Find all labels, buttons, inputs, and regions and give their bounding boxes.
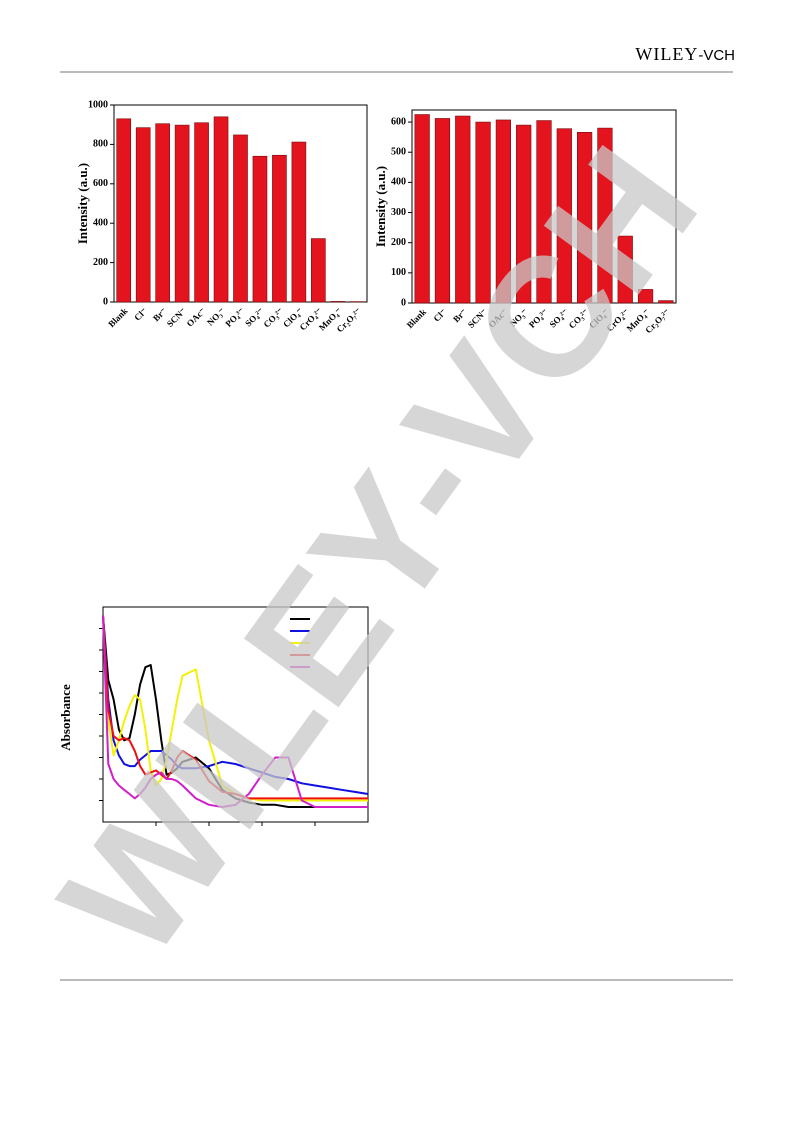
x-tick-label: SCN⁻	[165, 306, 188, 329]
y-axis-label: Intensity (a.u.)	[75, 163, 90, 244]
bar	[174, 124, 190, 303]
series-line	[102, 615, 369, 795]
bar	[252, 155, 268, 303]
y-tick-label: 400	[93, 217, 108, 228]
header-logo: WILEY-VCH	[635, 44, 735, 64]
x-tick-label: NO₃⁻	[205, 306, 227, 328]
y-tick-label: 1000	[88, 99, 108, 110]
y-tick-label: 200	[93, 257, 108, 268]
x-tick-label: CO₃²⁻	[261, 306, 285, 330]
series-line	[102, 615, 368, 808]
series-line	[102, 615, 368, 800]
bar	[291, 141, 307, 303]
bar	[330, 301, 346, 303]
bar	[116, 118, 132, 303]
y-tick-label: 0	[103, 296, 108, 307]
bar	[414, 114, 430, 304]
y-tick-label: 600	[391, 116, 406, 127]
y-tick-label: 500	[391, 147, 406, 158]
bar	[658, 300, 674, 304]
y-tick-label: 100	[391, 267, 406, 278]
bar	[597, 127, 613, 304]
bar	[455, 115, 471, 304]
bar	[556, 128, 572, 304]
y-tick-label: 200	[391, 237, 406, 248]
bar	[434, 118, 451, 304]
series-line	[102, 615, 368, 808]
bar	[536, 120, 552, 304]
bar	[495, 119, 511, 304]
bar	[311, 238, 326, 303]
y-tick-label: 400	[391, 177, 406, 188]
bar	[475, 121, 491, 304]
x-tick-label: SO₄²⁻	[243, 306, 266, 329]
x-tick-label: OAc⁻	[185, 306, 208, 329]
y-axis-label: Absorbance	[58, 684, 73, 751]
logo-suffix: -VCH	[698, 47, 735, 64]
bar	[617, 235, 633, 304]
x-tick-label: Cl⁻	[132, 306, 149, 323]
y-axis-label: Intensity (a.u.)	[373, 166, 388, 247]
bar	[135, 127, 151, 303]
logo-main: WILEY	[635, 44, 698, 64]
x-tick-label: PO₄³⁻	[223, 306, 246, 329]
bar	[577, 132, 593, 304]
y-tick-label: 300	[391, 207, 406, 218]
bar	[637, 289, 654, 304]
x-tick-label: Blank	[106, 306, 129, 329]
bar	[233, 134, 248, 303]
y-tick-label: 0	[401, 297, 406, 308]
y-tick-label: 800	[93, 139, 108, 150]
bar	[213, 116, 229, 303]
y-tick-label: 600	[93, 178, 108, 189]
bar	[155, 123, 170, 303]
bar	[516, 124, 532, 304]
bar	[272, 154, 287, 303]
x-tick-label: Blank	[405, 307, 428, 330]
bar	[194, 122, 209, 303]
